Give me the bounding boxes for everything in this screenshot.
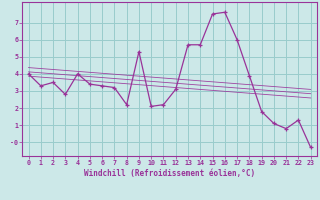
X-axis label: Windchill (Refroidissement éolien,°C): Windchill (Refroidissement éolien,°C) [84, 169, 255, 178]
